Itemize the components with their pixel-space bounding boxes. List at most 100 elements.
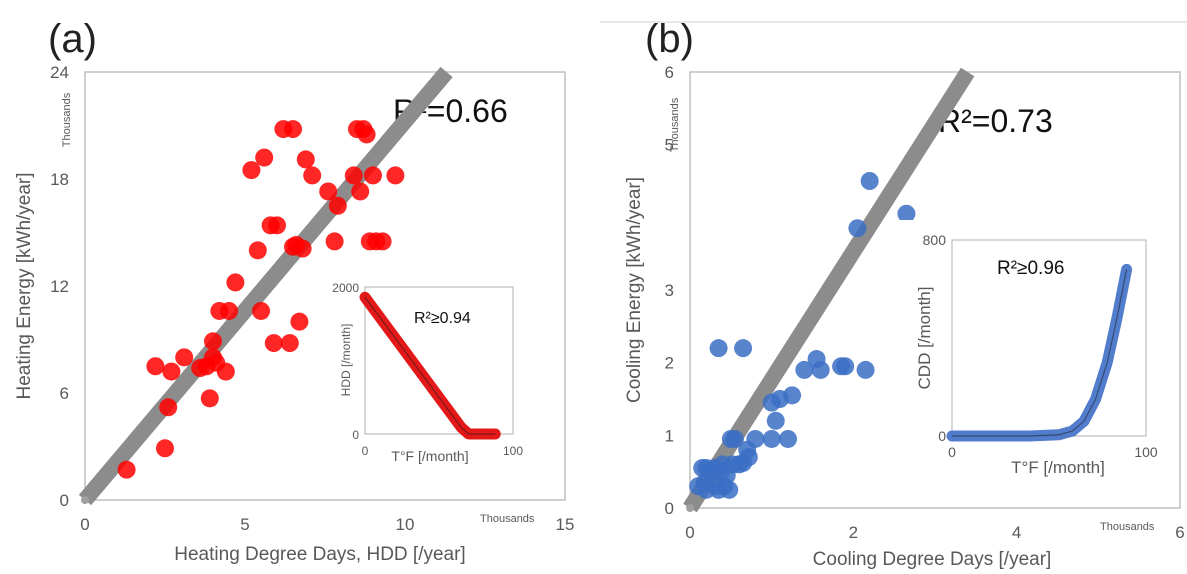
panel-b-y-ticks: 0 1 2 3 5 6 <box>665 63 674 518</box>
panel-b-data-point <box>848 219 867 238</box>
panel-a-data-point <box>364 166 382 185</box>
panel-b-data-point <box>860 172 879 190</box>
panel-a-data-point <box>386 166 405 185</box>
panel-a-data-point <box>226 273 245 292</box>
panel-a-data-point <box>293 239 312 258</box>
panel-a-data-point <box>216 362 235 381</box>
panel-a-plot-frame <box>84 71 566 501</box>
panel-a-data-point <box>255 148 274 167</box>
panel-b-data-point <box>779 429 797 448</box>
panel-ia-inset-y-tick-label: 0 <box>352 428 359 442</box>
panel-b-data-point <box>725 429 744 448</box>
panel-a-data-point <box>117 460 136 479</box>
panel-b-y-tick-label: 2 <box>665 354 674 373</box>
panel-ib-inset-curve-core <box>952 269 1128 437</box>
panel-ib-inset-x-tick-label: 0 <box>948 444 956 460</box>
panel-a-data-point <box>146 357 165 376</box>
panel-b-x-ticks: 0 2 4 6 <box>685 523 1184 542</box>
panel-a-inset-curve-group <box>359 291 501 440</box>
panel-b-data-point <box>746 429 765 448</box>
panel-b-inset-x-axis-label: T°F [/month] <box>1011 458 1105 477</box>
panel-a-inset-y-axis-label: HDD [/month] <box>339 324 353 397</box>
panel-a-data-point <box>357 125 376 144</box>
panel-b-data-point <box>811 360 830 379</box>
panel-a-data-point <box>156 439 174 458</box>
panel-a-fit-group <box>78 66 453 506</box>
panel-b: (b) Cooling Energy [kWh/year] Cooling De… <box>624 17 1185 570</box>
panel-ib-inset-y-tick-label: 800 <box>923 232 947 248</box>
panel-b-inset-y-ticks: 0 800 <box>923 232 947 444</box>
panel-a-y-tick-label: 24 <box>50 63 69 82</box>
panel-b-y-tick-label: 1 <box>665 426 674 445</box>
panel-a-y-axis-label-group: Heating Energy [kWh/year] <box>14 172 35 399</box>
panel-b-x-tick-label: 0 <box>685 523 694 542</box>
panel-b-origin-marker <box>686 504 694 512</box>
panel-a-data-point <box>296 150 315 169</box>
panel-a-y-tick-label: 0 <box>60 491 69 510</box>
panel-b-data-point <box>856 360 875 379</box>
panel-a-data-point <box>264 334 283 353</box>
panel-a-data-point <box>159 398 178 417</box>
panel-a-origin-marker <box>81 496 89 504</box>
panel-a-data-point <box>242 161 261 180</box>
panel-b-data-point <box>897 204 916 223</box>
panel-ia-inset-curve-core <box>364 296 496 435</box>
panel-a-y-axis-label: Heating Energy [kWh/year] <box>14 172 35 399</box>
panel-a-data-point <box>204 332 222 351</box>
panel-b-inset-curve-group <box>946 263 1133 442</box>
panel-a-data-point <box>351 182 370 201</box>
panel-a-x-tick-label: 15 <box>556 515 575 534</box>
panel-a-inset-x-ticks: 0 100 <box>362 444 524 458</box>
panel-ia-inset-x-tick-label: 0 <box>362 444 369 458</box>
panel-b-data-point <box>766 411 785 430</box>
panel-b-y-unit-note: Thousands <box>669 97 681 152</box>
panel-b-inset-y-label-group: CDD [/month] <box>915 287 934 390</box>
panel-a-data-point <box>175 348 194 367</box>
panel-a-data-point <box>328 196 347 215</box>
panel-a-data-point <box>248 241 267 260</box>
panel-a-data-point <box>280 334 299 353</box>
panel-a-y-tick-label: 12 <box>50 277 69 296</box>
panel-ib-inset-x-tick-label: 100 <box>1134 444 1158 460</box>
panel-a-data-point <box>162 362 181 381</box>
panel-a-inset-r2-label: R²≥0.94 <box>414 310 471 327</box>
panel-b-inset: R²≥0.96 0 800 0 100 T°F [/month] CDD [/mon… <box>900 220 1170 482</box>
panel-a-data-point <box>200 389 219 408</box>
panel-b-plot-frame <box>689 71 1181 509</box>
panel-a-y-unit-note: Thousands <box>61 92 73 147</box>
panel-a-data-point <box>290 312 309 331</box>
panel-a-y-tick-label: 18 <box>50 170 69 189</box>
panel-ia-inset-y-tick-label: 2000 <box>332 281 359 295</box>
panel-b-r2-label: R²=0.73 <box>938 103 1053 139</box>
panel-a-label: (a) <box>48 17 97 61</box>
panel-a-x-unit-note: Thousands <box>480 513 535 525</box>
panel-a-x-tick-label: 5 <box>240 515 249 534</box>
panel-b-inset-r2-label: R²≥0.96 <box>997 258 1064 279</box>
panel-b-data-point <box>836 357 855 376</box>
panel-b-label: (b) <box>645 17 694 61</box>
panel-b-data-point <box>709 339 728 358</box>
panel-b-data-point <box>739 448 758 467</box>
panel-a-data-point <box>284 120 302 139</box>
panel-b-x-unit-note: Thousands <box>1100 521 1155 533</box>
panel-a-inset-x-axis-label: T°F [/month] <box>391 448 468 464</box>
panel-a: (a) Heating Energy [kWh/year] Heating De… <box>14 17 574 565</box>
panel-b-x-tick-label: 4 <box>1012 523 1021 542</box>
panel-a-data-point <box>319 182 338 201</box>
panel-b-data-point <box>734 339 753 358</box>
panel-b-inset-x-ticks: 0 100 <box>948 444 1158 460</box>
panel-b-x-tick-label: 6 <box>1175 523 1184 542</box>
panel-b-y-axis-label: Cooling Energy [kWh/year] <box>624 177 645 403</box>
panel-a-data-point <box>268 216 286 235</box>
panel-a-y-unit-group: Thousands <box>61 92 73 147</box>
panel-a-points <box>117 120 405 479</box>
panel-a-fit-line <box>78 66 453 506</box>
panel-a-y-tick-label: 6 <box>60 384 69 403</box>
panel-a-data-point <box>220 301 238 320</box>
panel-a-data-point <box>373 232 392 251</box>
panel-b-data-point <box>720 480 739 499</box>
panel-b-x-axis-label: Cooling Degree Days [/year] <box>813 549 1052 570</box>
panel-a-inset-frame <box>364 286 514 435</box>
panel-ib-inset-y-tick-label: 0 <box>938 428 946 444</box>
